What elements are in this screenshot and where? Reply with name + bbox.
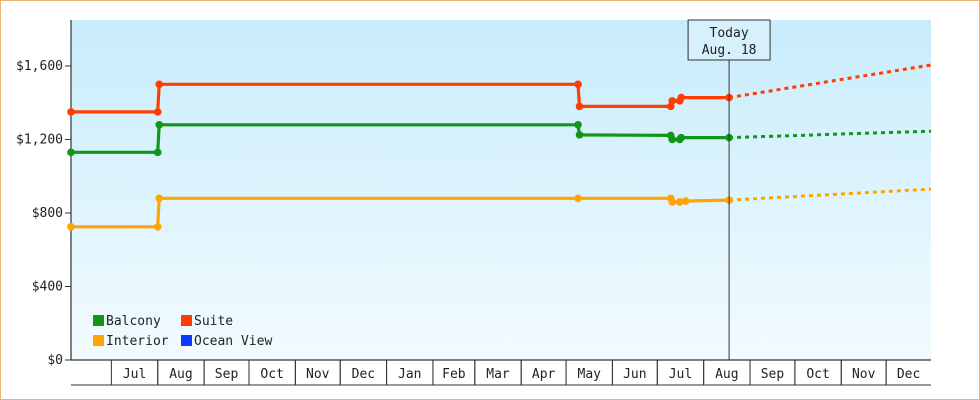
- data-point-suite: [575, 102, 584, 111]
- data-point-suite: [677, 93, 686, 102]
- data-point-balcony: [153, 148, 162, 157]
- legend-label-suite: Suite: [194, 314, 233, 329]
- y-tick-label: $400: [32, 279, 63, 294]
- legend-swatch-ocean-view: [181, 335, 192, 346]
- data-point-interior: [668, 198, 677, 206]
- data-point-suite: [67, 108, 75, 116]
- x-tick-label: Aug: [715, 367, 738, 382]
- data-point-balcony: [668, 135, 677, 144]
- data-point-interior: [153, 222, 162, 231]
- data-point-interior: [675, 198, 684, 206]
- legend-swatch-balcony: [93, 315, 104, 326]
- y-tick-label: $0: [47, 353, 63, 368]
- x-tick-label: Jul: [669, 367, 692, 382]
- today-label: Today: [710, 26, 749, 41]
- x-tick-label: Dec: [897, 367, 920, 382]
- legend-swatch-interior: [93, 335, 104, 346]
- y-axis: $0 $400 $800 $1,200 $1,600: [16, 20, 72, 368]
- forecast-line-interior: [729, 187, 932, 202]
- data-point-suite: [574, 80, 582, 89]
- data-point-balcony: [155, 120, 164, 129]
- data-point-suite: [155, 80, 164, 89]
- legend-swatch-suite: [181, 315, 192, 326]
- x-tick-label: Jan: [398, 367, 421, 382]
- forecast-line-suite: [728, 63, 932, 100]
- legend-label-ocean-view: Ocean View: [194, 334, 272, 349]
- data-point-balcony: [574, 120, 582, 129]
- today-box: [687, 19, 771, 61]
- x-tick-label: Nov: [852, 367, 876, 382]
- x-tick-label: May: [578, 367, 602, 382]
- data-point-balcony: [67, 148, 75, 157]
- x-tick-label: Jun: [623, 367, 646, 382]
- today-date: Aug. 18: [702, 43, 757, 58]
- series-layer: [67, 63, 932, 231]
- y-tick-label: $800: [32, 206, 63, 221]
- x-tick-label: Sep: [215, 367, 239, 382]
- data-point-suite: [668, 97, 677, 105]
- data-point-interior: [681, 197, 690, 205]
- data-point-suite: [153, 108, 162, 116]
- x-tick-label: Oct: [806, 367, 829, 382]
- legend-label-interior: Interior: [106, 334, 169, 349]
- legend: Balcony Suite Interior Ocean View: [93, 314, 272, 349]
- x-tick-label: Feb: [442, 367, 466, 382]
- x-tick-label: Aug: [169, 367, 192, 382]
- x-tick-label: Mar: [486, 367, 510, 382]
- x-axis: Jul Aug Sep Oct Nov Dec Jan Feb Mar Apr May Jun Jul A…: [71, 359, 931, 386]
- x-tick-label: Apr: [532, 367, 556, 382]
- data-point-interior: [67, 222, 75, 231]
- plot-area: [71, 20, 931, 360]
- data-point-balcony: [677, 133, 686, 142]
- x-tick-label: Dec: [352, 367, 375, 382]
- x-tick-label: Jul: [123, 367, 146, 382]
- data-point-interior: [574, 194, 582, 203]
- x-tick-label: Sep: [761, 367, 785, 382]
- data-point-balcony: [575, 131, 584, 139]
- forecast-line-balcony: [729, 129, 932, 140]
- x-tick-label: Oct: [260, 367, 283, 382]
- data-point-interior: [155, 194, 164, 203]
- y-tick-label: $1,200: [16, 132, 63, 147]
- x-tick-label: Nov: [306, 367, 330, 382]
- y-tick-label: $1,600: [16, 59, 63, 74]
- today-marker: Today Aug. 18: [687, 19, 771, 360]
- legend-label-balcony: Balcony: [106, 314, 161, 329]
